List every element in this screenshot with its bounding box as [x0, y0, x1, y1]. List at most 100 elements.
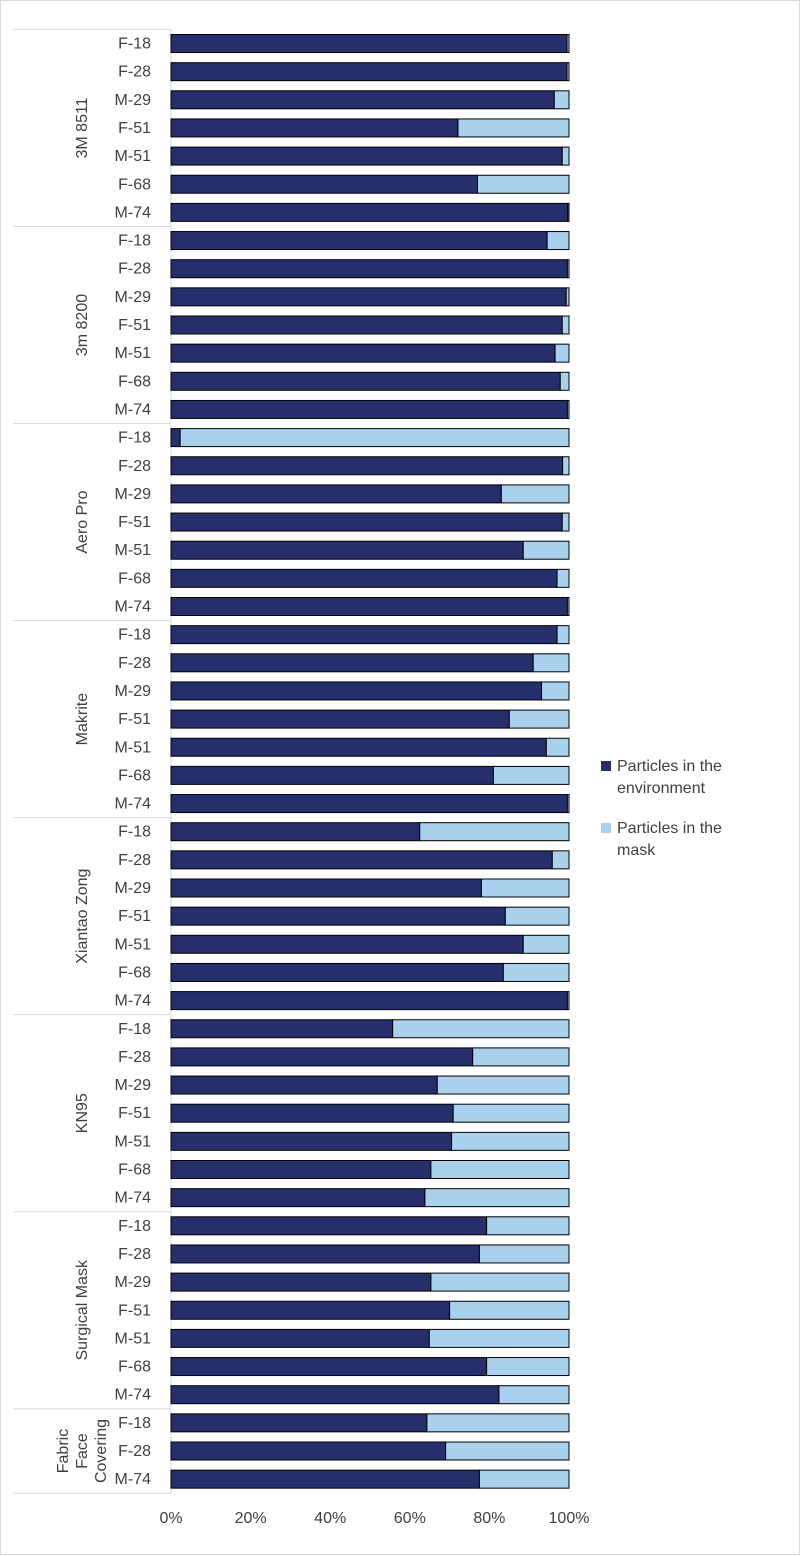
bar-mask — [566, 597, 570, 616]
bar-mask — [566, 34, 570, 53]
bar-environment — [170, 1272, 432, 1292]
bar-environment — [170, 146, 563, 166]
category-label: F-28 — [118, 64, 151, 81]
bar-environment — [170, 653, 534, 673]
group-label: KN95 — [74, 1093, 91, 1133]
bar-mask — [551, 850, 570, 870]
bar-environment — [170, 737, 547, 757]
bar-environment — [170, 1131, 453, 1151]
legend: Particles in the environment Particles in … — [601, 758, 722, 859]
category-label: F-28 — [118, 1049, 151, 1066]
bar-mask — [472, 1047, 570, 1067]
category-label: F-28 — [118, 261, 151, 278]
bar-environment — [170, 991, 568, 1011]
group-label: Face — [74, 1433, 91, 1469]
legend-swatch — [601, 823, 611, 833]
bar-environment — [170, 1047, 474, 1067]
category-label: F-68 — [118, 1162, 151, 1179]
bar-mask — [567, 202, 570, 222]
category-label: F-28 — [118, 1246, 151, 1263]
category-label: F-18 — [118, 233, 151, 250]
bar-mask — [541, 681, 570, 701]
bar-mask — [553, 90, 570, 110]
category-label: M-51 — [115, 345, 152, 362]
bar-mask — [428, 1328, 570, 1348]
bar-mask — [556, 568, 570, 588]
category-label: F-28 — [118, 458, 151, 475]
category-label: F-18 — [118, 1021, 151, 1038]
bar-environment — [170, 625, 558, 645]
bar-mask — [486, 1357, 570, 1377]
category-label: M-74 — [115, 401, 152, 418]
bar-mask — [457, 118, 570, 138]
bar-environment — [170, 1357, 488, 1377]
bar-environment — [170, 174, 478, 194]
category-label: F-28 — [118, 852, 151, 869]
bar-mask — [426, 1413, 570, 1433]
bar-environment — [170, 1188, 426, 1208]
group-label: Makrite — [74, 693, 91, 746]
bar-mask — [424, 1188, 570, 1208]
legend-label: environment — [617, 780, 706, 797]
bar-mask — [179, 428, 570, 448]
legend-label: Particles in the — [617, 820, 722, 837]
category-label: F-18 — [118, 430, 151, 447]
x-tick-label: 20% — [235, 1510, 267, 1527]
bar-environment — [170, 315, 563, 335]
bar-environment — [170, 1413, 428, 1433]
bar-mask — [492, 765, 570, 785]
bar-mask — [502, 962, 570, 982]
bar-environment — [170, 1328, 430, 1348]
bar-environment — [170, 512, 563, 532]
category-label: M-29 — [115, 486, 152, 503]
labels-layer: F-18 F-28 M-29 F-51 M-51 F-68 M-74 F-18 F-28 M-29… — [55, 36, 589, 1528]
bar-environment — [170, 399, 568, 419]
category-label: M-74 — [115, 1387, 152, 1404]
group-label: Fabric — [55, 1429, 72, 1473]
category-label: F-68 — [118, 373, 151, 390]
category-label: F-51 — [118, 120, 151, 137]
bar-environment — [170, 484, 502, 504]
bar-environment — [170, 118, 459, 138]
bar-mask — [522, 540, 570, 560]
category-label: F-51 — [118, 317, 151, 334]
x-tick-label: 0% — [159, 1510, 182, 1527]
x-tick-label: 100% — [549, 1510, 590, 1527]
category-label: F-68 — [118, 1359, 151, 1376]
bar-mask — [562, 456, 570, 476]
bar-mask — [449, 1300, 570, 1320]
category-label: M-29 — [115, 92, 152, 109]
category-label: F-68 — [118, 767, 151, 784]
bar-mask — [508, 709, 570, 729]
group-label: 3M 8511 — [74, 97, 91, 158]
bar-environment — [170, 1103, 454, 1123]
category-label: M-74 — [115, 1471, 152, 1488]
bar-environment — [170, 1469, 480, 1489]
category-label: F-51 — [118, 711, 151, 728]
group-label: Surgical Mask — [74, 1259, 91, 1360]
category-label: M-29 — [115, 880, 152, 897]
category-label: F-51 — [118, 1105, 151, 1122]
bar-environment — [170, 878, 482, 898]
category-label: F-18 — [118, 36, 151, 53]
category-label: M-74 — [115, 204, 152, 221]
bar-environment — [170, 1216, 488, 1236]
bar-mask — [532, 653, 570, 673]
bar-environment — [170, 1441, 447, 1461]
bar-environment — [170, 568, 558, 588]
bar-environment — [170, 259, 568, 279]
bar-mask — [554, 343, 570, 363]
category-label: M-74 — [115, 993, 152, 1010]
category-label: M-74 — [115, 796, 152, 813]
category-label: M-74 — [115, 1190, 152, 1207]
bar-environment — [170, 202, 569, 222]
category-label: F-28 — [118, 655, 151, 672]
bar-mask — [566, 259, 570, 279]
bar-environment — [170, 34, 568, 53]
bar-mask — [478, 1244, 570, 1264]
legend-label: Particles in the — [617, 758, 722, 775]
x-tick-label: 40% — [314, 1510, 346, 1527]
category-label: F-51 — [118, 908, 151, 925]
bar-mask — [559, 371, 570, 391]
bar-environment — [170, 1385, 500, 1405]
